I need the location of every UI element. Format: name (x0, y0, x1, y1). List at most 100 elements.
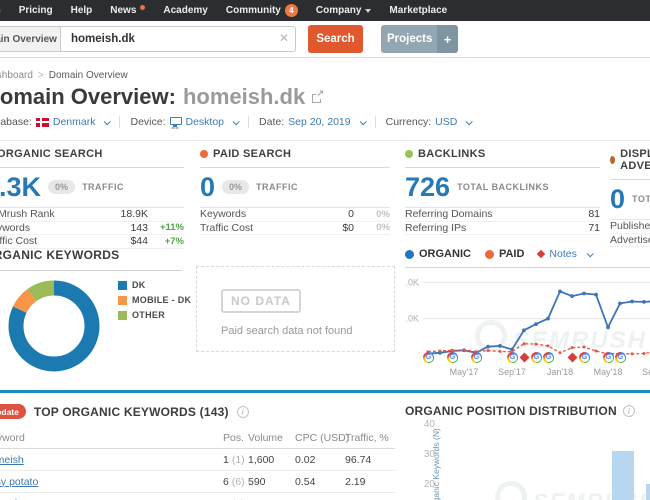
legend-swatch-icon (118, 310, 127, 320)
notes-dropdown[interactable]: Notes (537, 248, 594, 260)
keyword-link[interactable]: homeish (0, 453, 24, 466)
metric-label[interactable]: Keywords (200, 208, 247, 221)
svg-text:1.0K: 1.0K (405, 314, 419, 324)
metric-label[interactable]: SEMrush Rank (0, 208, 55, 221)
column-header[interactable]: Volume (248, 431, 284, 444)
distribution-bar[interactable] (612, 451, 634, 500)
update-badge: update (0, 404, 26, 419)
breadcrumb: Dashboard > Domain Overview (0, 70, 128, 81)
card-main-value[interactable]: 0 (200, 172, 216, 202)
page-title-domain: homeish.dk (182, 84, 306, 109)
metric-label[interactable]: Referring IPs (405, 221, 467, 234)
google-update-icon[interactable] (543, 352, 554, 363)
card-main-value[interactable]: 1.3K (0, 172, 42, 202)
google-update-icon[interactable] (423, 352, 434, 363)
metric-card-display-advertising: DISPLAY ADVERTISING 0 TOTAL ADS PublishersA… (610, 148, 650, 247)
donut-legend-item[interactable]: OTHER (118, 310, 191, 320)
projects-button[interactable]: Projects (381, 25, 437, 53)
google-update-icon[interactable] (615, 352, 626, 363)
legend-organic[interactable]: ORGANIC (405, 248, 471, 260)
external-link-icon[interactable] (312, 87, 325, 103)
domain-search-input[interactable] (60, 26, 296, 52)
nav-item-pricing[interactable]: Pricing (10, 5, 62, 16)
card-main-value[interactable]: 0 (610, 184, 626, 214)
card-metric-row: Keywords 0 0% (200, 208, 390, 222)
nav-item-label: Help (70, 5, 93, 16)
breadcrumb-separator: > (37, 70, 44, 81)
traffic-trend-chart[interactable]: SEMRUSH 1.0K2.0KMay'17Sep'17Jan'18May'18… (400, 272, 650, 390)
table-row: easy potato 6(6)590 0.54 2.19 (0, 471, 395, 493)
card-value-row: 0 0% TRAFFIC (200, 168, 390, 208)
no-data-message: Paid search data not found (221, 325, 353, 337)
google-update-icon[interactable] (507, 352, 518, 363)
card-change-pill: 0% (48, 180, 76, 194)
legend-paid[interactable]: PAID (484, 248, 524, 260)
clear-input-icon[interactable]: ✕ (278, 31, 289, 45)
denmark-flag-icon (35, 117, 49, 127)
metric-label[interactable]: Advertisers (610, 233, 650, 246)
currency-filter[interactable]: Currency: USD (386, 116, 474, 128)
google-update-icon[interactable] (603, 352, 614, 363)
donut-legend-item[interactable]: DK (118, 280, 191, 290)
date-filter[interactable]: Date: Sep 20, 2019 (259, 116, 367, 128)
info-icon[interactable] (236, 405, 249, 418)
donut-legend-item[interactable]: MOBILE - DK (118, 295, 191, 305)
breadcrumb-item[interactable]: Domain Overview (48, 70, 128, 81)
card-title-label: ORGANIC SEARCH (0, 148, 103, 160)
report-scope-select[interactable]: Domain Overview (0, 26, 69, 52)
metric-label[interactable]: Traffic Cost (0, 235, 38, 248)
traffic-pct-cell: 96.74 (345, 453, 372, 466)
column-header[interactable]: Traffic, % (345, 431, 389, 444)
keywords-by-database-donut-chart[interactable] (2, 274, 106, 383)
trend-line-organic (427, 290, 650, 355)
card-metric-row: Referring Domains 81 (405, 208, 600, 222)
google-update-icon[interactable] (531, 352, 542, 363)
database-filter[interactable]: Database: Denmark (0, 116, 112, 128)
nav-item-company[interactable]: Company (307, 5, 381, 16)
organic-dot-icon (405, 249, 414, 259)
metric-label[interactable]: Traffic Cost (200, 221, 254, 234)
nav-item-community[interactable]: Community 4 (217, 4, 307, 17)
google-update-icon[interactable] (447, 352, 458, 363)
card-title: PAID SEARCH (200, 148, 390, 168)
google-update-icon[interactable] (471, 352, 482, 363)
metric-value: 81 (588, 208, 600, 221)
cpc-cell: 0.17 (295, 498, 345, 500)
donut-segment-other[interactable] (8, 280, 100, 372)
search-button[interactable]: Search (308, 25, 363, 53)
distribution-bar[interactable] (646, 484, 650, 500)
nav-item-label: Pricing (18, 5, 53, 16)
column-header[interactable]: Keyword (0, 431, 25, 444)
chevron-down-icon (365, 8, 372, 13)
metric-change: +11% (159, 222, 184, 234)
nav-item-marketplace[interactable]: Marketplace (380, 5, 456, 16)
column-header[interactable]: CPC (USD) (295, 431, 350, 444)
nav-item-academy[interactable]: Academy (154, 5, 216, 16)
metric-label[interactable]: Publishers (610, 220, 650, 233)
column-header[interactable]: Pos. (223, 431, 245, 444)
notification-dot-icon (140, 5, 146, 10)
date-value: Sep 20, 2019 (288, 116, 351, 128)
svg-text:2.0K: 2.0K (405, 277, 419, 287)
card-main-value[interactable]: 726 (405, 172, 451, 202)
chevron-down-icon (465, 117, 474, 125)
nav-item-news[interactable]: News (101, 5, 154, 16)
nav-item-label: News (110, 5, 137, 16)
add-project-button[interactable]: + (437, 25, 458, 53)
breadcrumb-item[interactable]: Dashboard (0, 70, 33, 81)
nav-item-features[interactable]: Features (0, 5, 10, 16)
device-filter[interactable]: Device: Desktop (130, 116, 240, 128)
table-row: homeish 1(1)1,600 0.02 96.74 (0, 449, 395, 471)
no-data-badge: NO DATA (221, 289, 301, 313)
info-icon[interactable] (622, 405, 635, 417)
nav-item-help[interactable]: Help (62, 5, 102, 16)
database-label: Database: (0, 116, 32, 128)
metric-value: 143 (130, 221, 148, 234)
keyword-link[interactable]: easy potato (0, 475, 39, 488)
card-metric-row: Traffic Cost $44 +7% (0, 235, 184, 249)
metric-label[interactable]: Referring Domains (405, 208, 493, 221)
metric-label[interactable]: Keywords (0, 221, 31, 234)
google-update-icon[interactable] (579, 352, 590, 363)
keyword-link[interactable]: green factory (0, 498, 223, 500)
card-title: ORGANIC SEARCH (0, 148, 184, 168)
